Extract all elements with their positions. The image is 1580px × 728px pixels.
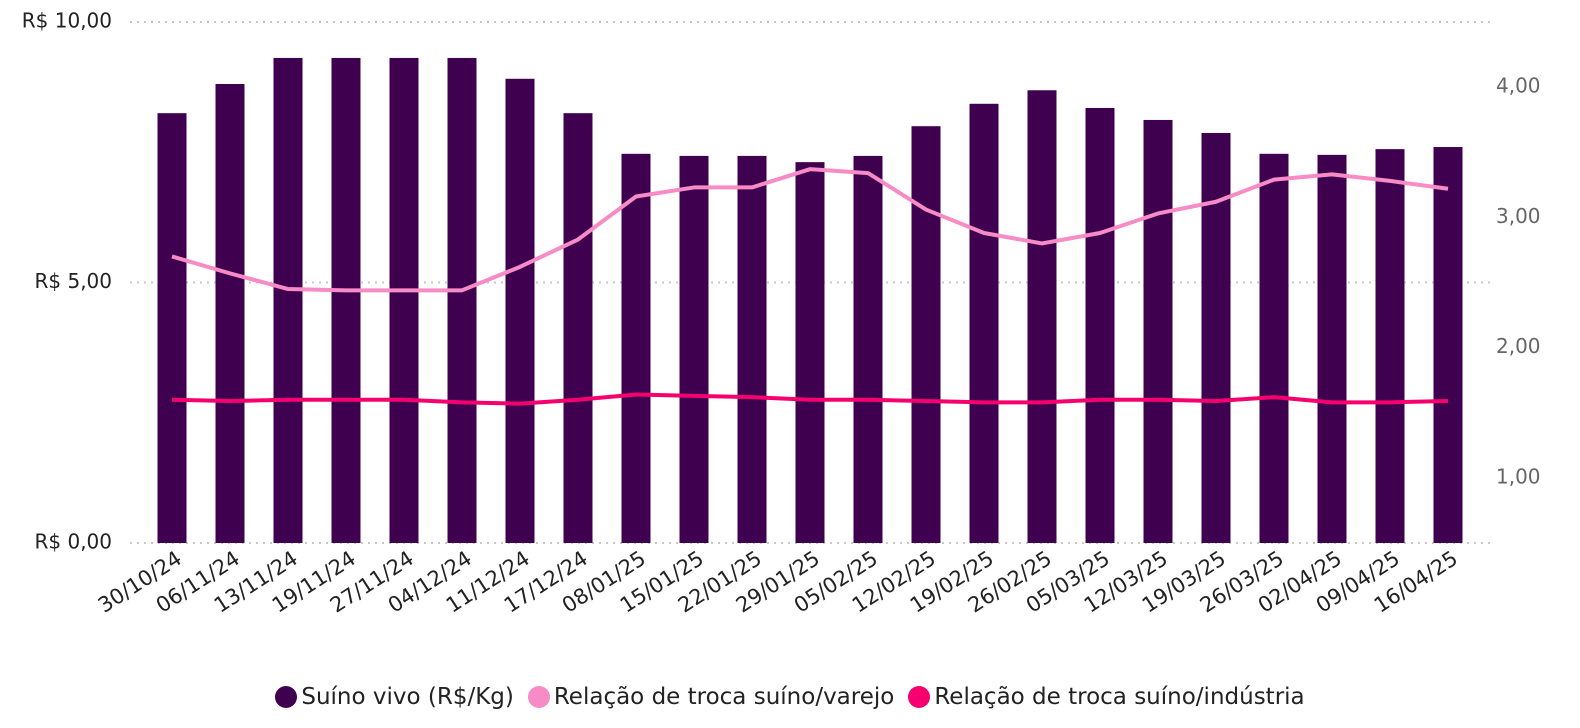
legend-item: Suíno vivo (R$/Kg) (275, 684, 514, 710)
y-tick-label: R$ 0,00 (34, 530, 112, 554)
y2-tick-label: 2,00 (1496, 334, 1541, 358)
bar (1027, 90, 1057, 543)
legend-label: Relação de troca suíno/varejo (553, 684, 895, 710)
bar (969, 103, 999, 543)
bar (1201, 132, 1231, 543)
bar (1375, 149, 1405, 543)
bar (563, 113, 593, 544)
bar (157, 113, 187, 544)
bar (911, 126, 941, 543)
legend-item: Relação de troca suíno/indústria (908, 684, 1305, 710)
legend-marker (275, 686, 298, 708)
bar (273, 57, 303, 543)
legend: Suíno vivo (R$/Kg) Relação de troca suíno… (0, 684, 1580, 710)
bar (505, 78, 535, 543)
bar (737, 155, 767, 543)
bar (1433, 147, 1463, 544)
line (171, 167, 1449, 293)
bar (795, 162, 825, 544)
bar (1085, 107, 1115, 543)
bar (679, 155, 709, 543)
bar (853, 155, 883, 543)
y-tick-label: R$ 10,00 (22, 9, 112, 33)
legend-marker (908, 686, 931, 708)
legend-label: Suíno vivo (R$/Kg) (301, 684, 514, 710)
y-tick-label: R$ 5,00 (34, 269, 112, 293)
legend-item: Relação de troca suíno/varejo (527, 684, 895, 710)
line (171, 392, 1449, 406)
y2-tick-label: 1,00 (1496, 464, 1541, 488)
bar (389, 57, 419, 543)
bar (447, 57, 477, 543)
chart: R$ 0,00R$ 5,00R$ 10,001,002,003,004,0030… (22, 9, 1541, 618)
y2-tick-label: 3,00 (1496, 204, 1541, 228)
bar (1143, 119, 1173, 543)
bar (1259, 153, 1289, 544)
bar (215, 83, 245, 544)
bar (331, 57, 361, 543)
bar (621, 153, 651, 544)
bar (1317, 154, 1347, 544)
legend-marker (527, 686, 550, 708)
legend-label: Relação de troca suíno/indústria (934, 684, 1305, 710)
y2-tick-label: 4,00 (1496, 74, 1541, 98)
